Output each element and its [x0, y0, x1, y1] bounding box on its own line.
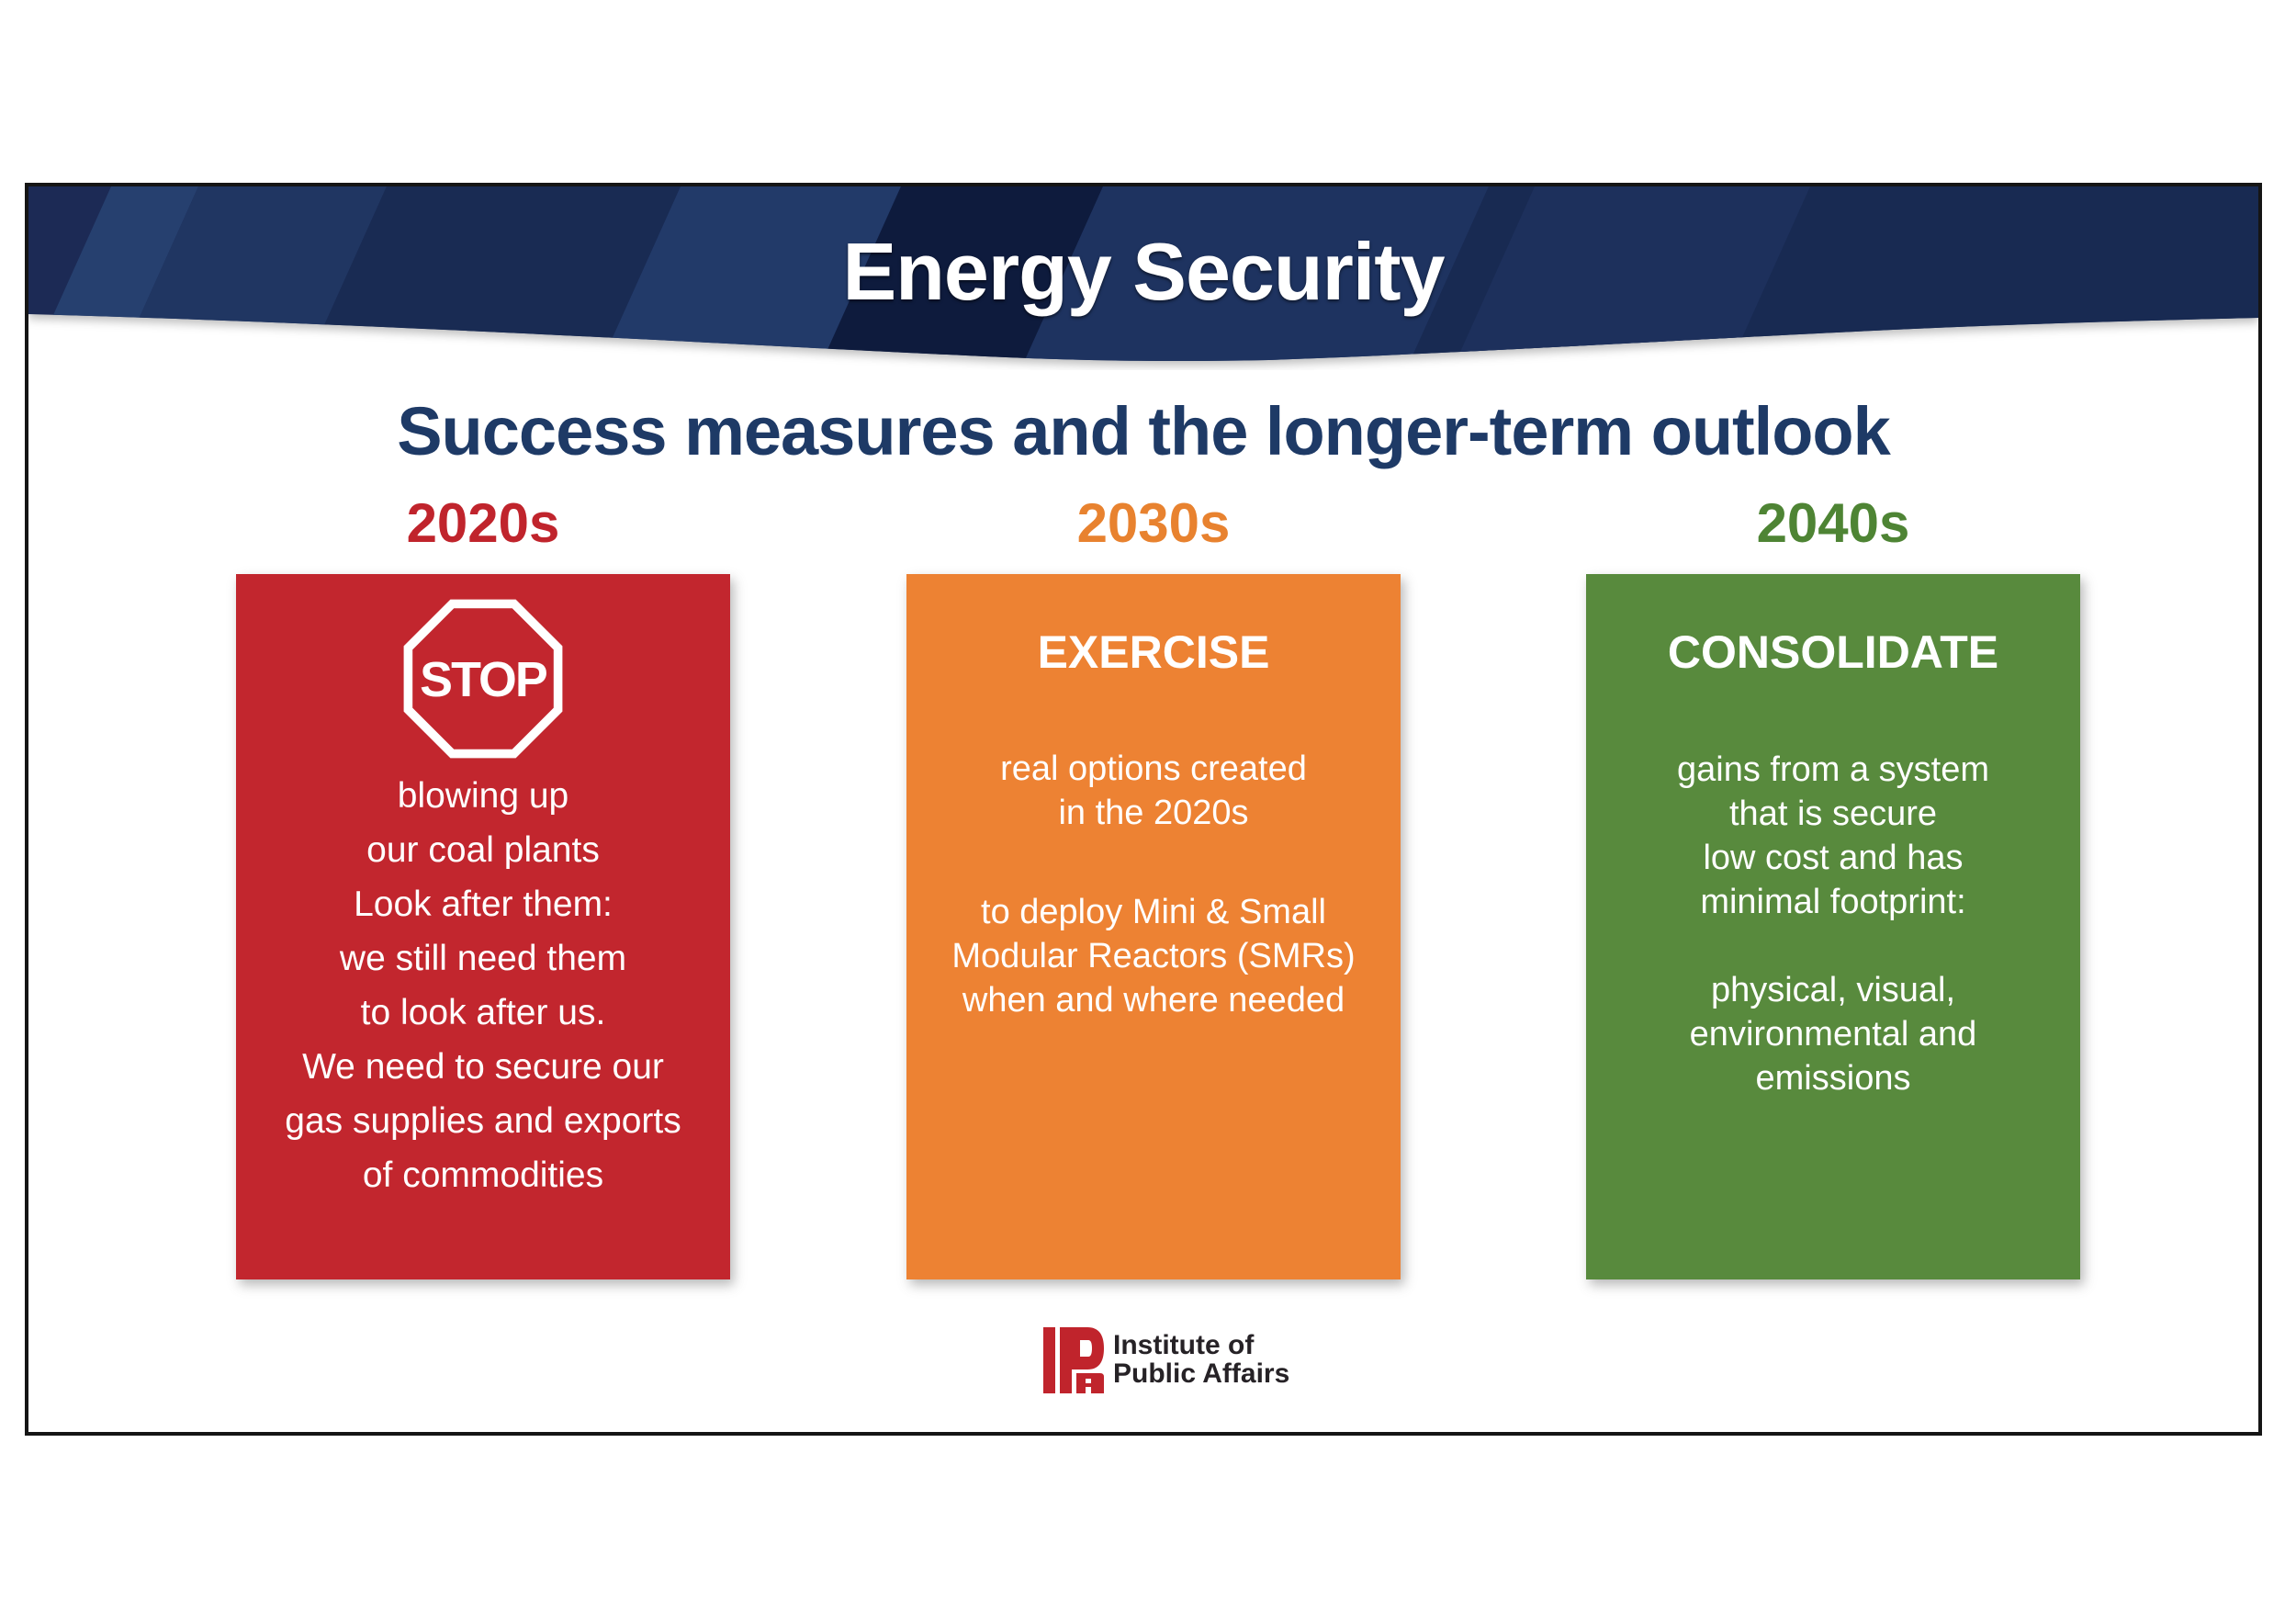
panel-text-line: when and where needed [962, 981, 1345, 1020]
panel-exercise-block1: real options created in the 2020s [906, 747, 1401, 835]
panel-text-line: Modular Reactors (SMRs) [951, 937, 1356, 975]
header-band [28, 186, 2258, 362]
panel-text-line: environmental and [1689, 1015, 1977, 1054]
slide-subtitle: Success measures and the longer-term out… [397, 393, 1891, 469]
panel-text-line: emissions [1755, 1059, 1911, 1098]
panel-text-line: real options created [1000, 750, 1307, 788]
page-title: Energy Security [842, 226, 1445, 317]
panel-consolidate-block1: gains from a system that is secure low c… [1586, 748, 2080, 924]
panel-text-line: to deploy Mini & Small [981, 893, 1326, 931]
panel-text-line: to look after us. [360, 993, 606, 1032]
ipa-logo: Institute of Public Affairs [1043, 1327, 1289, 1393]
panel-stop-text: blowing up our coal plants Look after th… [236, 769, 730, 1202]
panel-text-line: of commodities [362, 1155, 604, 1195]
slide-frame: Energy Security Success measures and the… [25, 183, 2262, 1436]
panel-consolidate-block2: physical, visual, environmental and emis… [1586, 968, 2080, 1100]
panel-text-line: minimal footprint: [1700, 883, 1966, 921]
panel-text-line: we still need them [339, 939, 627, 978]
panel-text-line: Look after them: [354, 885, 613, 924]
panel-text-line: We need to secure our [302, 1047, 664, 1087]
stop-sign-icon: STOP [403, 599, 563, 759]
panel-text-line: physical, visual, [1710, 971, 1956, 1009]
panel-stop-2020s: STOP blowing up our coal plants Look aft… [236, 574, 730, 1279]
panel-text-line: in the 2020s [1058, 794, 1249, 832]
stop-sign-label: STOP [420, 652, 547, 707]
panel-exercise-block2: to deploy Mini & Small Modular Reactors … [906, 890, 1401, 1022]
ipa-logo-line2: Public Affairs [1113, 1358, 1290, 1389]
panel-text-line: that is secure [1729, 795, 1937, 833]
panel-exercise-2030s: EXERCISE real options created in the 202… [906, 574, 1401, 1279]
decade-label-2040s: 2040s [1756, 492, 1910, 554]
panel-text-line: low cost and has [1703, 839, 1964, 877]
decade-label-2020s: 2020s [406, 492, 560, 554]
decade-label-2030s: 2030s [1076, 492, 1231, 554]
panel-text-line: gas supplies and exports [285, 1101, 681, 1141]
panel-title-consolidate: CONSOLIDATE [1667, 626, 1999, 678]
panel-text-line: our coal plants [366, 830, 600, 870]
panel-title-exercise: EXERCISE [1037, 626, 1270, 678]
ipa-logo-mark [1043, 1327, 1104, 1393]
panel-consolidate-2040s: CONSOLIDATE gains from a system that is … [1586, 574, 2080, 1279]
panel-text-line: gains from a system [1677, 750, 1989, 789]
ipa-logo-line1: Institute of [1113, 1330, 1255, 1360]
panel-text-line: blowing up [397, 776, 569, 816]
ipa-logo-text: Institute of Public Affairs [1113, 1327, 1289, 1388]
